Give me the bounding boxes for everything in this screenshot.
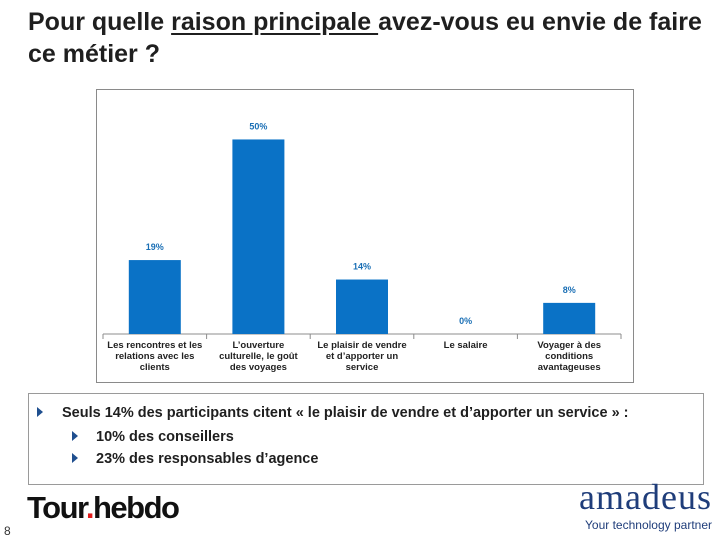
chevron-right-icon	[72, 453, 78, 463]
tour-hebdo-logo: Tour.hebdo	[27, 490, 180, 525]
amadeus-tagline: Your technology partner	[585, 518, 712, 532]
data-label: 14%	[353, 262, 371, 272]
bar	[543, 302, 596, 334]
category-label: clients	[140, 362, 170, 373]
chevron-right-icon	[72, 431, 78, 441]
bar	[232, 139, 285, 334]
data-label: 50%	[249, 121, 267, 131]
category-label: Le plaisir de vendre	[317, 340, 406, 351]
category-label: Voyager à des	[537, 340, 601, 351]
category-label: Le salaire	[444, 340, 488, 351]
slide-title: Pour quelle raison principale avez-vous …	[28, 6, 708, 70]
category-label: L’ouverture	[233, 340, 285, 351]
data-label: 8%	[563, 285, 576, 295]
category-label: des voyages	[230, 362, 287, 373]
bar	[128, 260, 181, 334]
category-label: culturelle, le goût	[219, 351, 298, 362]
data-label: 19%	[146, 242, 164, 252]
title-part1: Pour quelle	[28, 8, 172, 36]
category-label: avantageuses	[538, 362, 601, 373]
category-label: conditions	[545, 351, 593, 362]
category-label: et d’apporter un	[326, 351, 399, 362]
data-label: 0%	[459, 316, 472, 326]
chevron-right-icon	[37, 407, 43, 417]
bullet-sub-1: 10% des conseillers	[96, 429, 234, 445]
bar	[336, 279, 388, 334]
category-label: service	[346, 362, 379, 373]
amadeus-brand: amadeus	[579, 477, 712, 517]
chart-frame: 19% Les rencontres et les relations avec l…	[96, 89, 634, 383]
title-underlined: raison principale	[171, 8, 379, 36]
page-number: 8	[4, 524, 11, 538]
category-label: Les rencontres et les	[107, 340, 202, 351]
title-part2: avez-vous eu envie de faire ce métier ?	[28, 8, 702, 68]
bullet-box: Seuls 14% des participants citent « le p…	[28, 393, 704, 485]
bullet-main: Seuls 14% des participants citent « le p…	[62, 405, 629, 421]
category-label: relations avec les	[115, 351, 194, 362]
amadeus-logo: amadeus Your technology partner	[552, 478, 712, 532]
bullet-sub-2: 23% des responsables d’agence	[96, 451, 319, 467]
